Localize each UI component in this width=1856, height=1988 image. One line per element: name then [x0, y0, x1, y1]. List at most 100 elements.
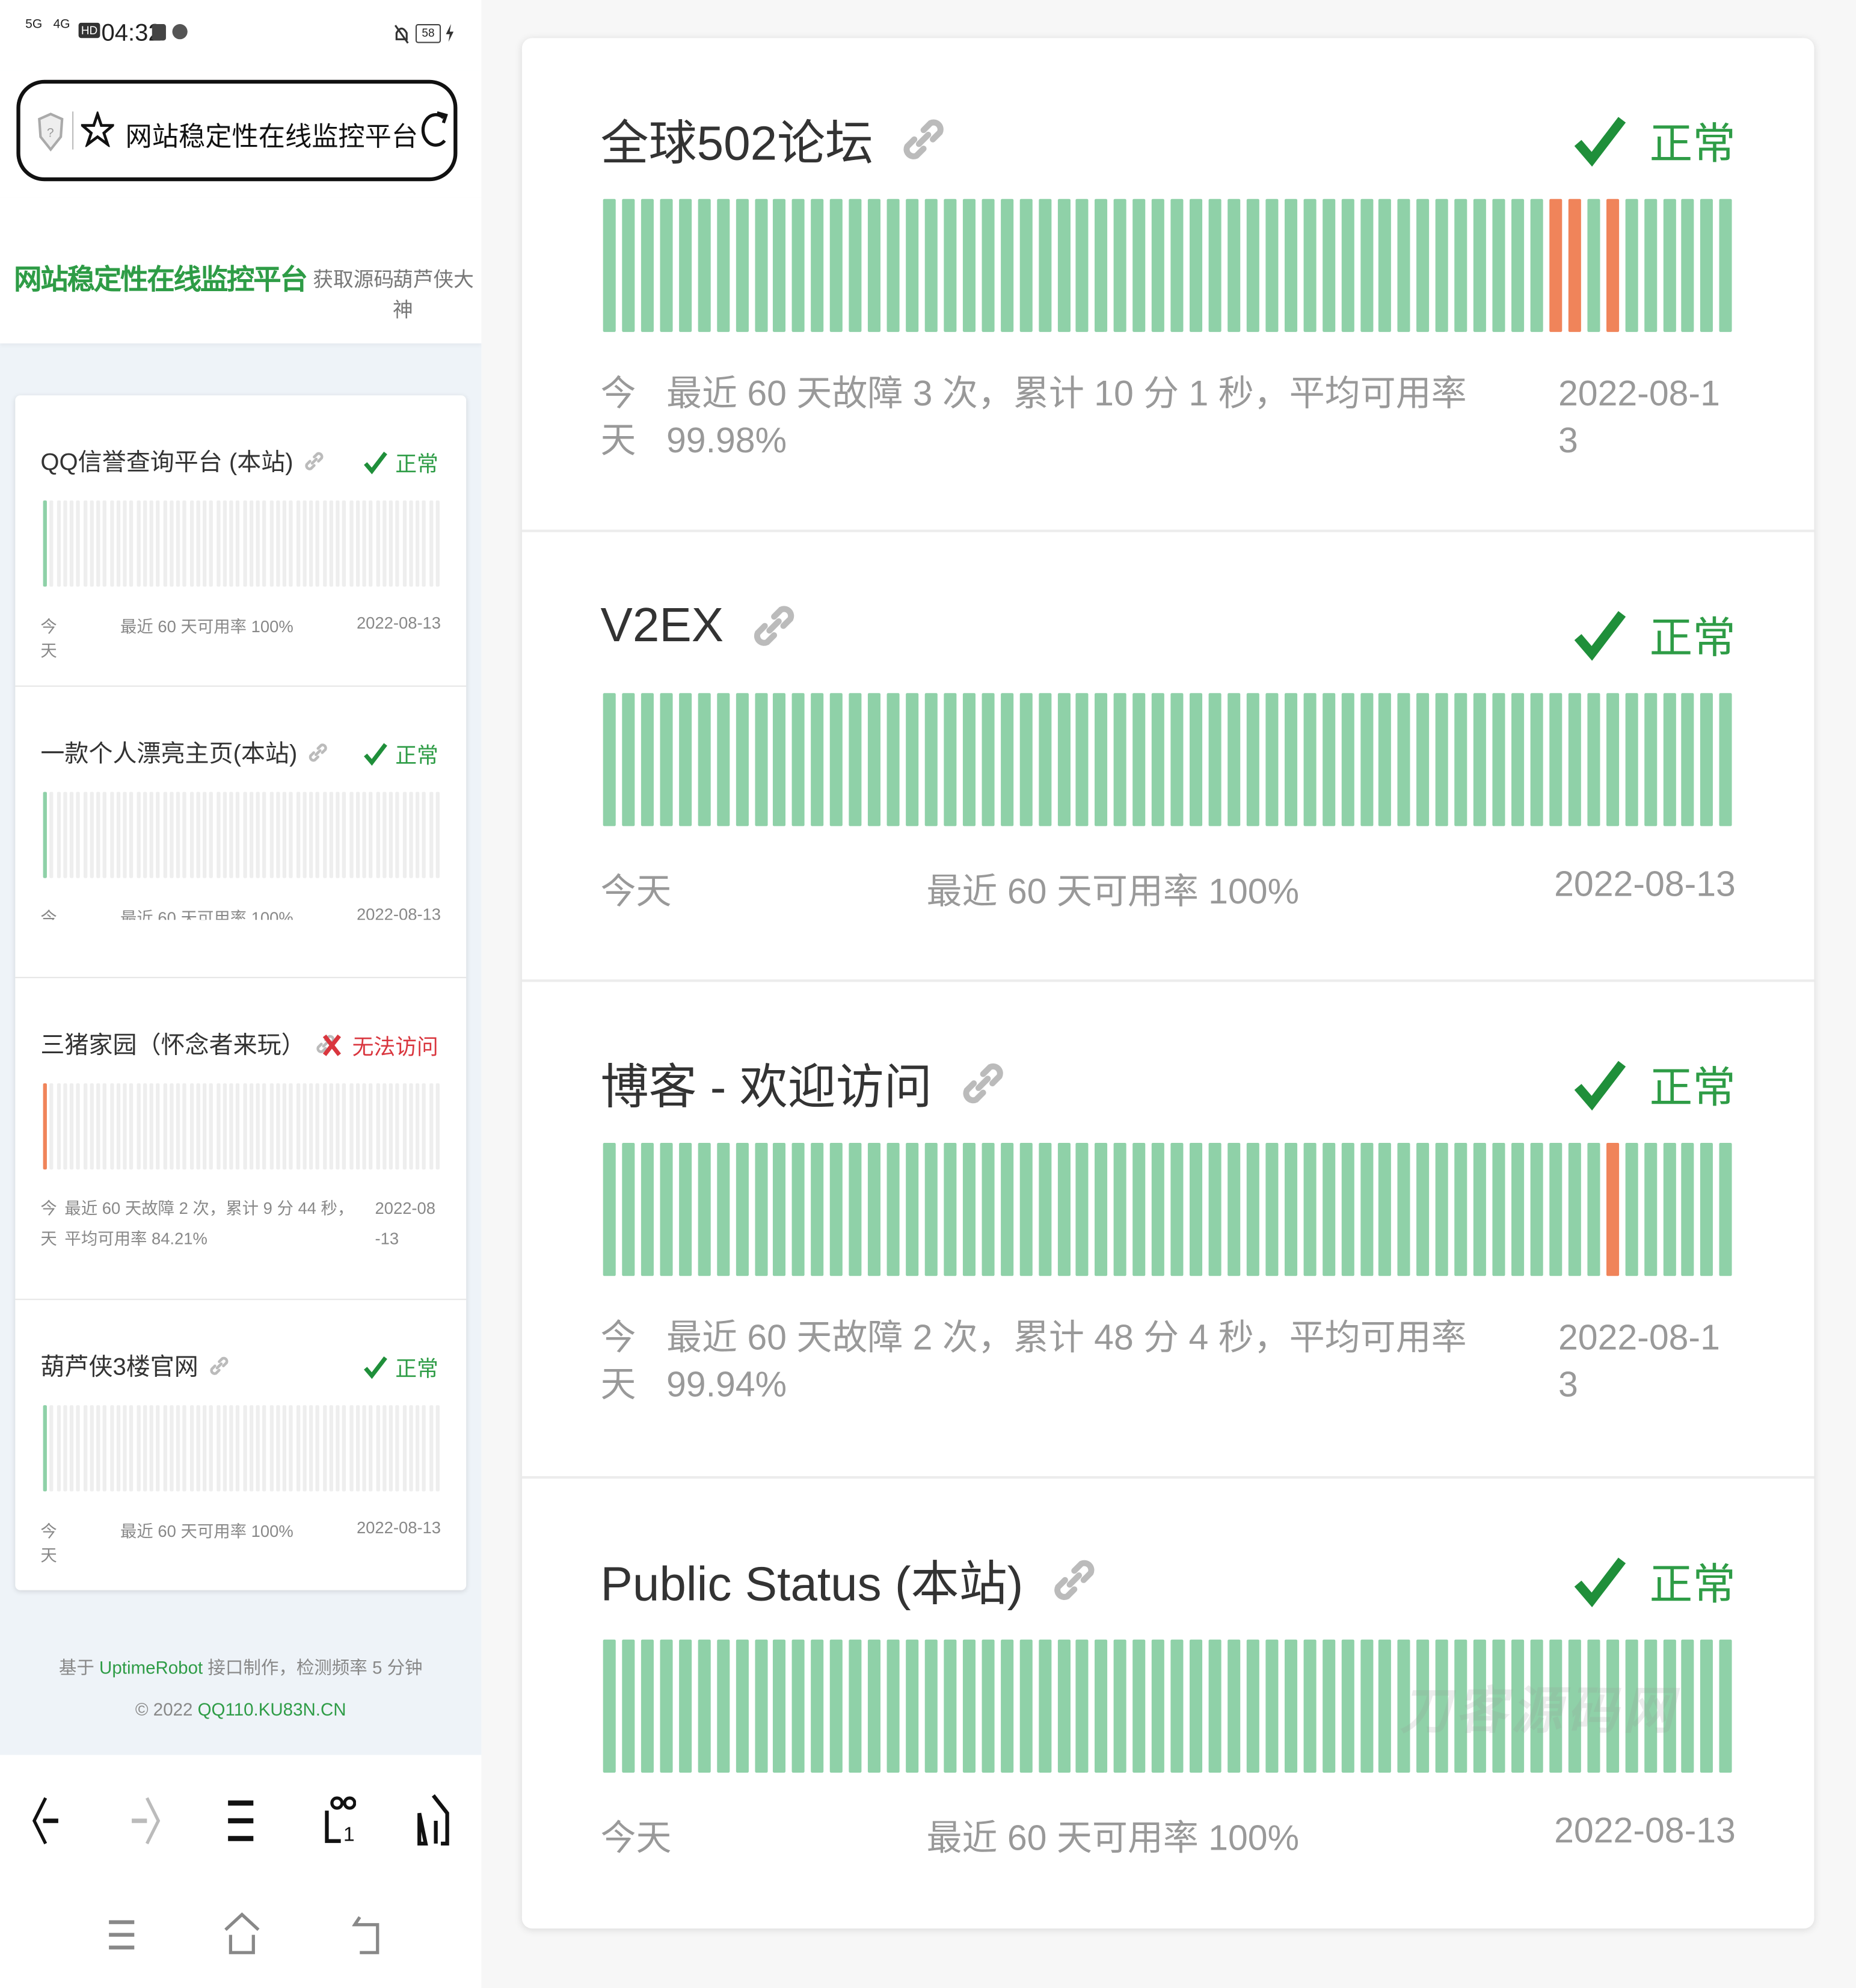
- day-bar-no-data[interactable]: [136, 1083, 140, 1170]
- day-bar-no-data[interactable]: [162, 500, 167, 587]
- day-bar-up[interactable]: [849, 1639, 862, 1773]
- day-bar-no-data[interactable]: [123, 1083, 127, 1170]
- day-bar-up[interactable]: [1511, 693, 1525, 826]
- day-bar-no-data[interactable]: [195, 1083, 200, 1170]
- day-bar-up[interactable]: [1132, 693, 1146, 826]
- day-bar-up[interactable]: [1322, 1143, 1335, 1276]
- day-bar-up[interactable]: [1492, 693, 1505, 826]
- day-bar-up[interactable]: [1114, 1639, 1127, 1773]
- day-bar-up[interactable]: [603, 693, 616, 826]
- day-bar-up[interactable]: [944, 693, 957, 826]
- day-bar-no-data[interactable]: [223, 500, 227, 587]
- day-bar-no-data[interactable]: [429, 1405, 433, 1492]
- day-bar-up[interactable]: [678, 1639, 692, 1773]
- day-bar-no-data[interactable]: [349, 1083, 353, 1170]
- day-bar-no-data[interactable]: [295, 500, 300, 587]
- day-bar-up[interactable]: [773, 1639, 786, 1773]
- day-bar-no-data[interactable]: [336, 500, 340, 587]
- day-bar-up[interactable]: [1246, 198, 1259, 332]
- day-bar-no-data[interactable]: [422, 792, 426, 878]
- day-bar-up[interactable]: [1322, 693, 1335, 826]
- day-bar-no-data[interactable]: [109, 1405, 114, 1492]
- day-bar-up[interactable]: [1530, 198, 1543, 332]
- day-bar-no-data[interactable]: [422, 500, 426, 587]
- security-shield-icon[interactable]: ?: [37, 111, 64, 152]
- day-bar-up[interactable]: [622, 198, 635, 332]
- day-bar-no-data[interactable]: [182, 792, 187, 878]
- day-bar-no-data[interactable]: [282, 792, 287, 878]
- day-bar-no-data[interactable]: [242, 1405, 247, 1492]
- day-bar-no-data[interactable]: [395, 792, 400, 878]
- day-bar-no-data[interactable]: [56, 500, 61, 587]
- day-bar-no-data[interactable]: [249, 1083, 253, 1170]
- day-bar-no-data[interactable]: [82, 500, 87, 587]
- day-bar-up[interactable]: [1644, 693, 1657, 826]
- day-bar-up[interactable]: [1114, 693, 1127, 826]
- day-bar-up[interactable]: [1624, 1639, 1638, 1773]
- domain-link[interactable]: QQ110.KU83N.CN: [197, 1699, 346, 1720]
- day-bar-no-data[interactable]: [429, 500, 433, 587]
- day-bar-up[interactable]: [1057, 1143, 1070, 1276]
- day-bar-up[interactable]: [716, 198, 730, 332]
- day-bar-no-data[interactable]: [336, 1083, 340, 1170]
- day-bar-no-data[interactable]: [69, 792, 74, 878]
- day-bar-up[interactable]: [660, 1143, 673, 1276]
- day-bar-no-data[interactable]: [103, 1405, 107, 1492]
- day-bar-up[interactable]: [792, 1143, 805, 1276]
- day-bar-no-data[interactable]: [109, 792, 114, 878]
- day-bar-no-data[interactable]: [96, 1405, 100, 1492]
- day-bar-up[interactable]: [1662, 1143, 1676, 1276]
- day-bar-no-data[interactable]: [369, 1083, 373, 1170]
- day-bar-up[interactable]: [1719, 693, 1733, 826]
- day-bar-no-data[interactable]: [275, 1083, 280, 1170]
- day-bar-up[interactable]: [1095, 693, 1108, 826]
- day-bar-up[interactable]: [1568, 1639, 1581, 1773]
- day-bar-no-data[interactable]: [269, 1405, 273, 1492]
- forward-icon[interactable]: [127, 1796, 165, 1846]
- day-bar-up[interactable]: [1341, 198, 1354, 332]
- day-bar-no-data[interactable]: [382, 1083, 386, 1170]
- day-bar-no-data[interactable]: [229, 792, 233, 878]
- day-bar-up[interactable]: [773, 198, 786, 332]
- day-bar-no-data[interactable]: [309, 1083, 313, 1170]
- day-bar-no-data[interactable]: [316, 1405, 320, 1492]
- day-bar-no-data[interactable]: [415, 792, 420, 878]
- day-bar-up[interactable]: [1019, 1143, 1032, 1276]
- day-bar-up[interactable]: [924, 1143, 938, 1276]
- day-bar-up[interactable]: [1700, 1639, 1713, 1773]
- day-bar-no-data[interactable]: [82, 792, 87, 878]
- day-bar-up[interactable]: [43, 1405, 47, 1492]
- day-bar-no-data[interactable]: [216, 1405, 220, 1492]
- day-bar-up[interactable]: [1624, 693, 1638, 826]
- day-bar-no-data[interactable]: [355, 1405, 360, 1492]
- day-bar-no-data[interactable]: [149, 1083, 153, 1170]
- day-bar-no-data[interactable]: [90, 1083, 94, 1170]
- day-bar-up[interactable]: [1378, 693, 1392, 826]
- day-bar-up[interactable]: [887, 693, 900, 826]
- day-bar-up[interactable]: [716, 1143, 730, 1276]
- day-bar-up[interactable]: [698, 1639, 711, 1773]
- day-bar-no-data[interactable]: [129, 500, 134, 587]
- day-bar-up[interactable]: [1322, 1639, 1335, 1773]
- day-bar-no-data[interactable]: [182, 1083, 187, 1170]
- link-icon[interactable]: [206, 1353, 231, 1378]
- day-bar-no-data[interactable]: [143, 500, 147, 587]
- day-bar-no-data[interactable]: [129, 1083, 134, 1170]
- day-bar-up[interactable]: [906, 1143, 919, 1276]
- day-bar-no-data[interactable]: [302, 1083, 307, 1170]
- day-bar-no-data[interactable]: [229, 1083, 233, 1170]
- day-bar-no-data[interactable]: [109, 1083, 114, 1170]
- day-bar-no-data[interactable]: [169, 1083, 174, 1170]
- day-bar-up[interactable]: [1549, 1143, 1563, 1276]
- day-bar-no-data[interactable]: [402, 1083, 407, 1170]
- day-bar-no-data[interactable]: [242, 1083, 247, 1170]
- day-bar-no-data[interactable]: [96, 500, 100, 587]
- day-bar-no-data[interactable]: [162, 1083, 167, 1170]
- day-bar-up[interactable]: [1416, 693, 1430, 826]
- day-bar-no-data[interactable]: [256, 792, 260, 878]
- day-bar-no-data[interactable]: [362, 792, 366, 878]
- day-bar-no-data[interactable]: [216, 792, 220, 878]
- day-bar-no-data[interactable]: [116, 500, 120, 587]
- day-bar-no-data[interactable]: [282, 1405, 287, 1492]
- day-bar-up[interactable]: [887, 1143, 900, 1276]
